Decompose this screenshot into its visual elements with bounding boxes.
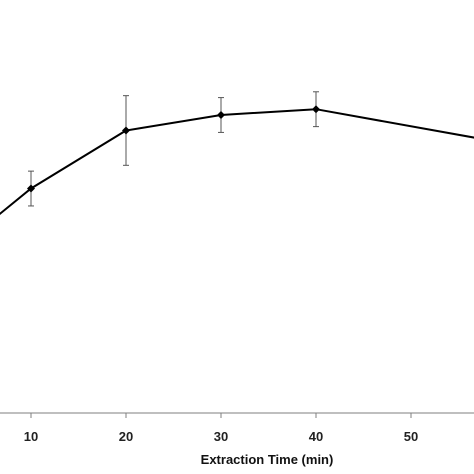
x-tick-label-50: 50 [404, 429, 418, 444]
data-point-40 [312, 105, 320, 114]
data-point-20 [122, 126, 130, 135]
axes: 10 20 30 40 50 [0, 412, 474, 444]
x-tick-label-40: 40 [309, 429, 323, 444]
markers [27, 105, 320, 193]
series-group [0, 108, 474, 216]
x-axis-title: Extraction Time (min) [201, 452, 334, 467]
x-tick-label-10: 10 [24, 429, 38, 444]
series-line-0 [0, 108, 474, 216]
data-point-30 [217, 111, 225, 120]
error-bars [28, 91, 319, 207]
x-tick-label-30: 30 [214, 429, 228, 444]
x-tick-label-20: 20 [119, 429, 133, 444]
data-point-10 [27, 184, 35, 193]
